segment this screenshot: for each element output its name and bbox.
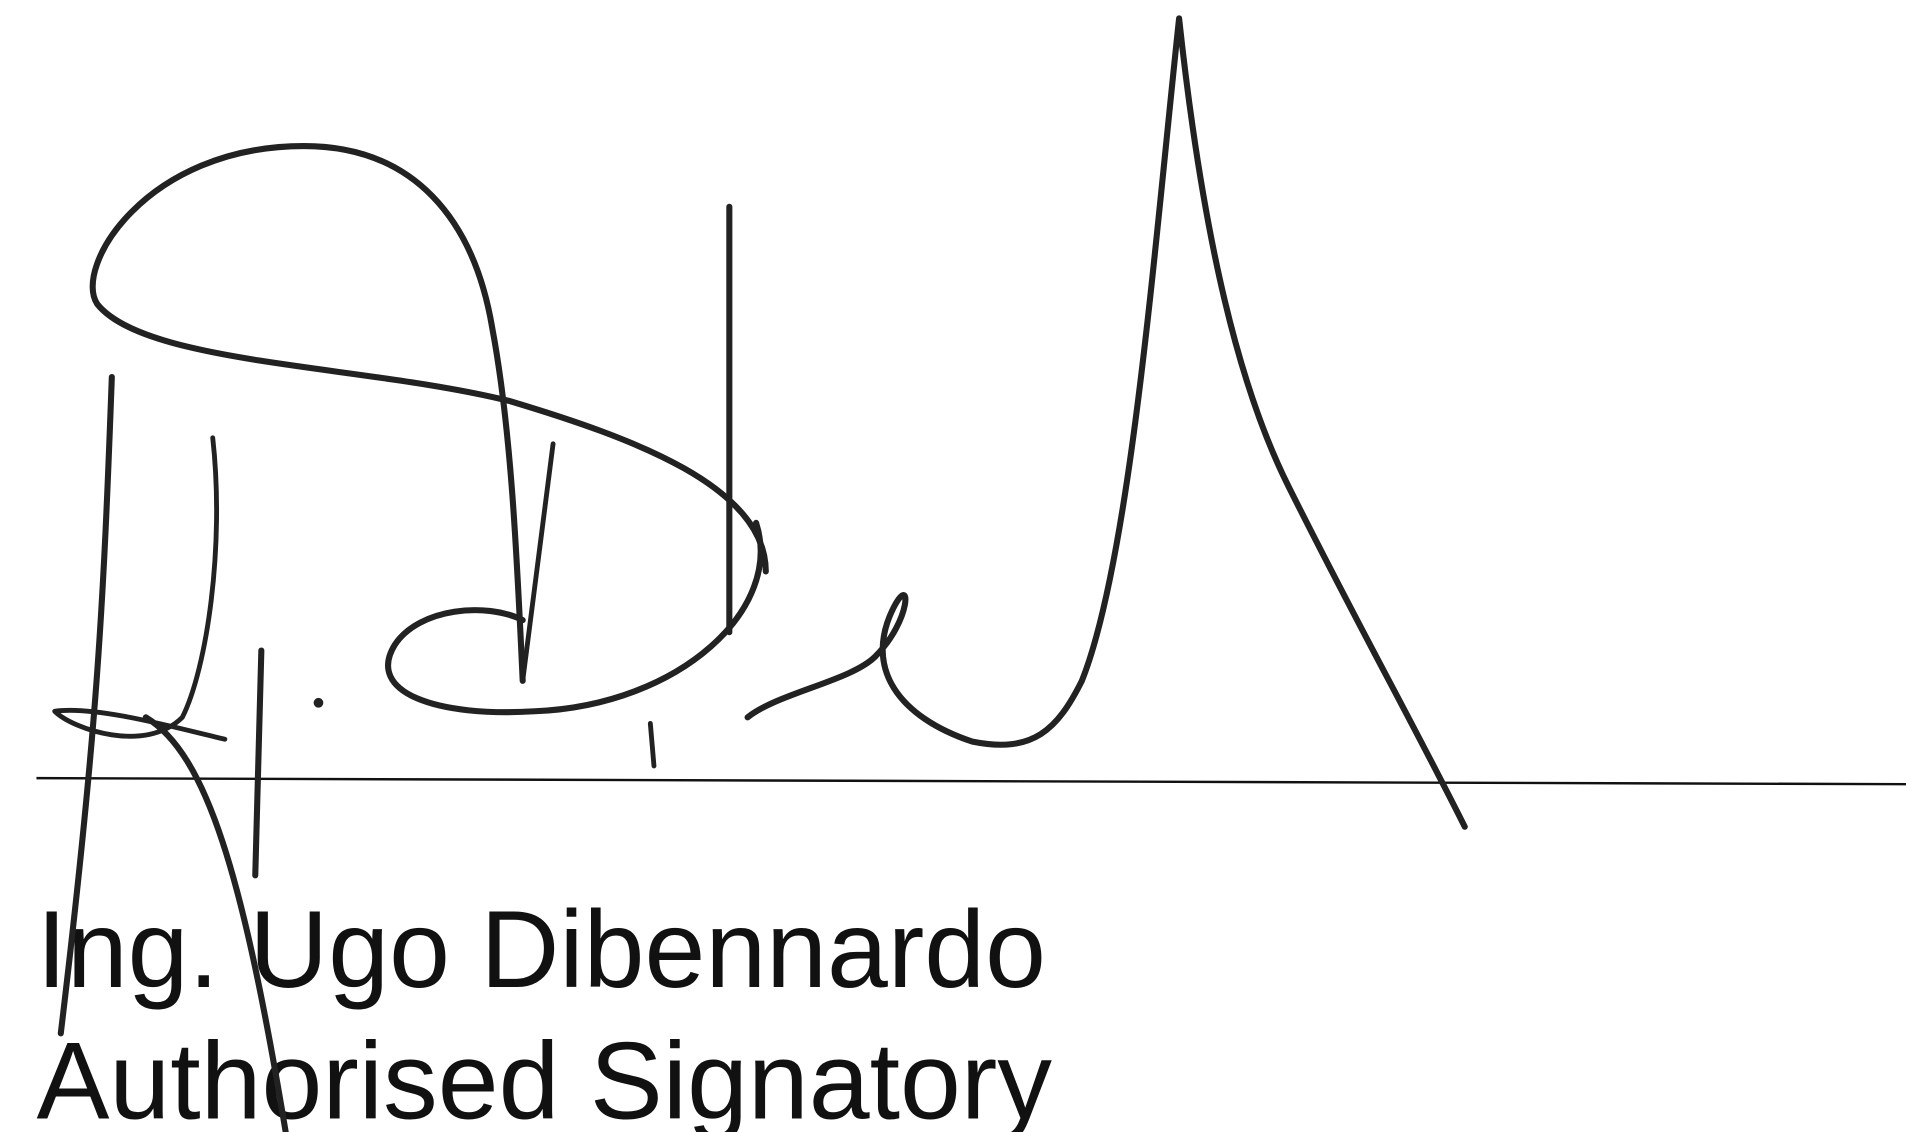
signature (52, 15, 1468, 1132)
signatory-role: Authorised Signatory (36, 1020, 1052, 1132)
signatory-name: Ing. Ugo Dibennardo (36, 889, 1046, 1011)
signature-line (36, 776, 1906, 786)
